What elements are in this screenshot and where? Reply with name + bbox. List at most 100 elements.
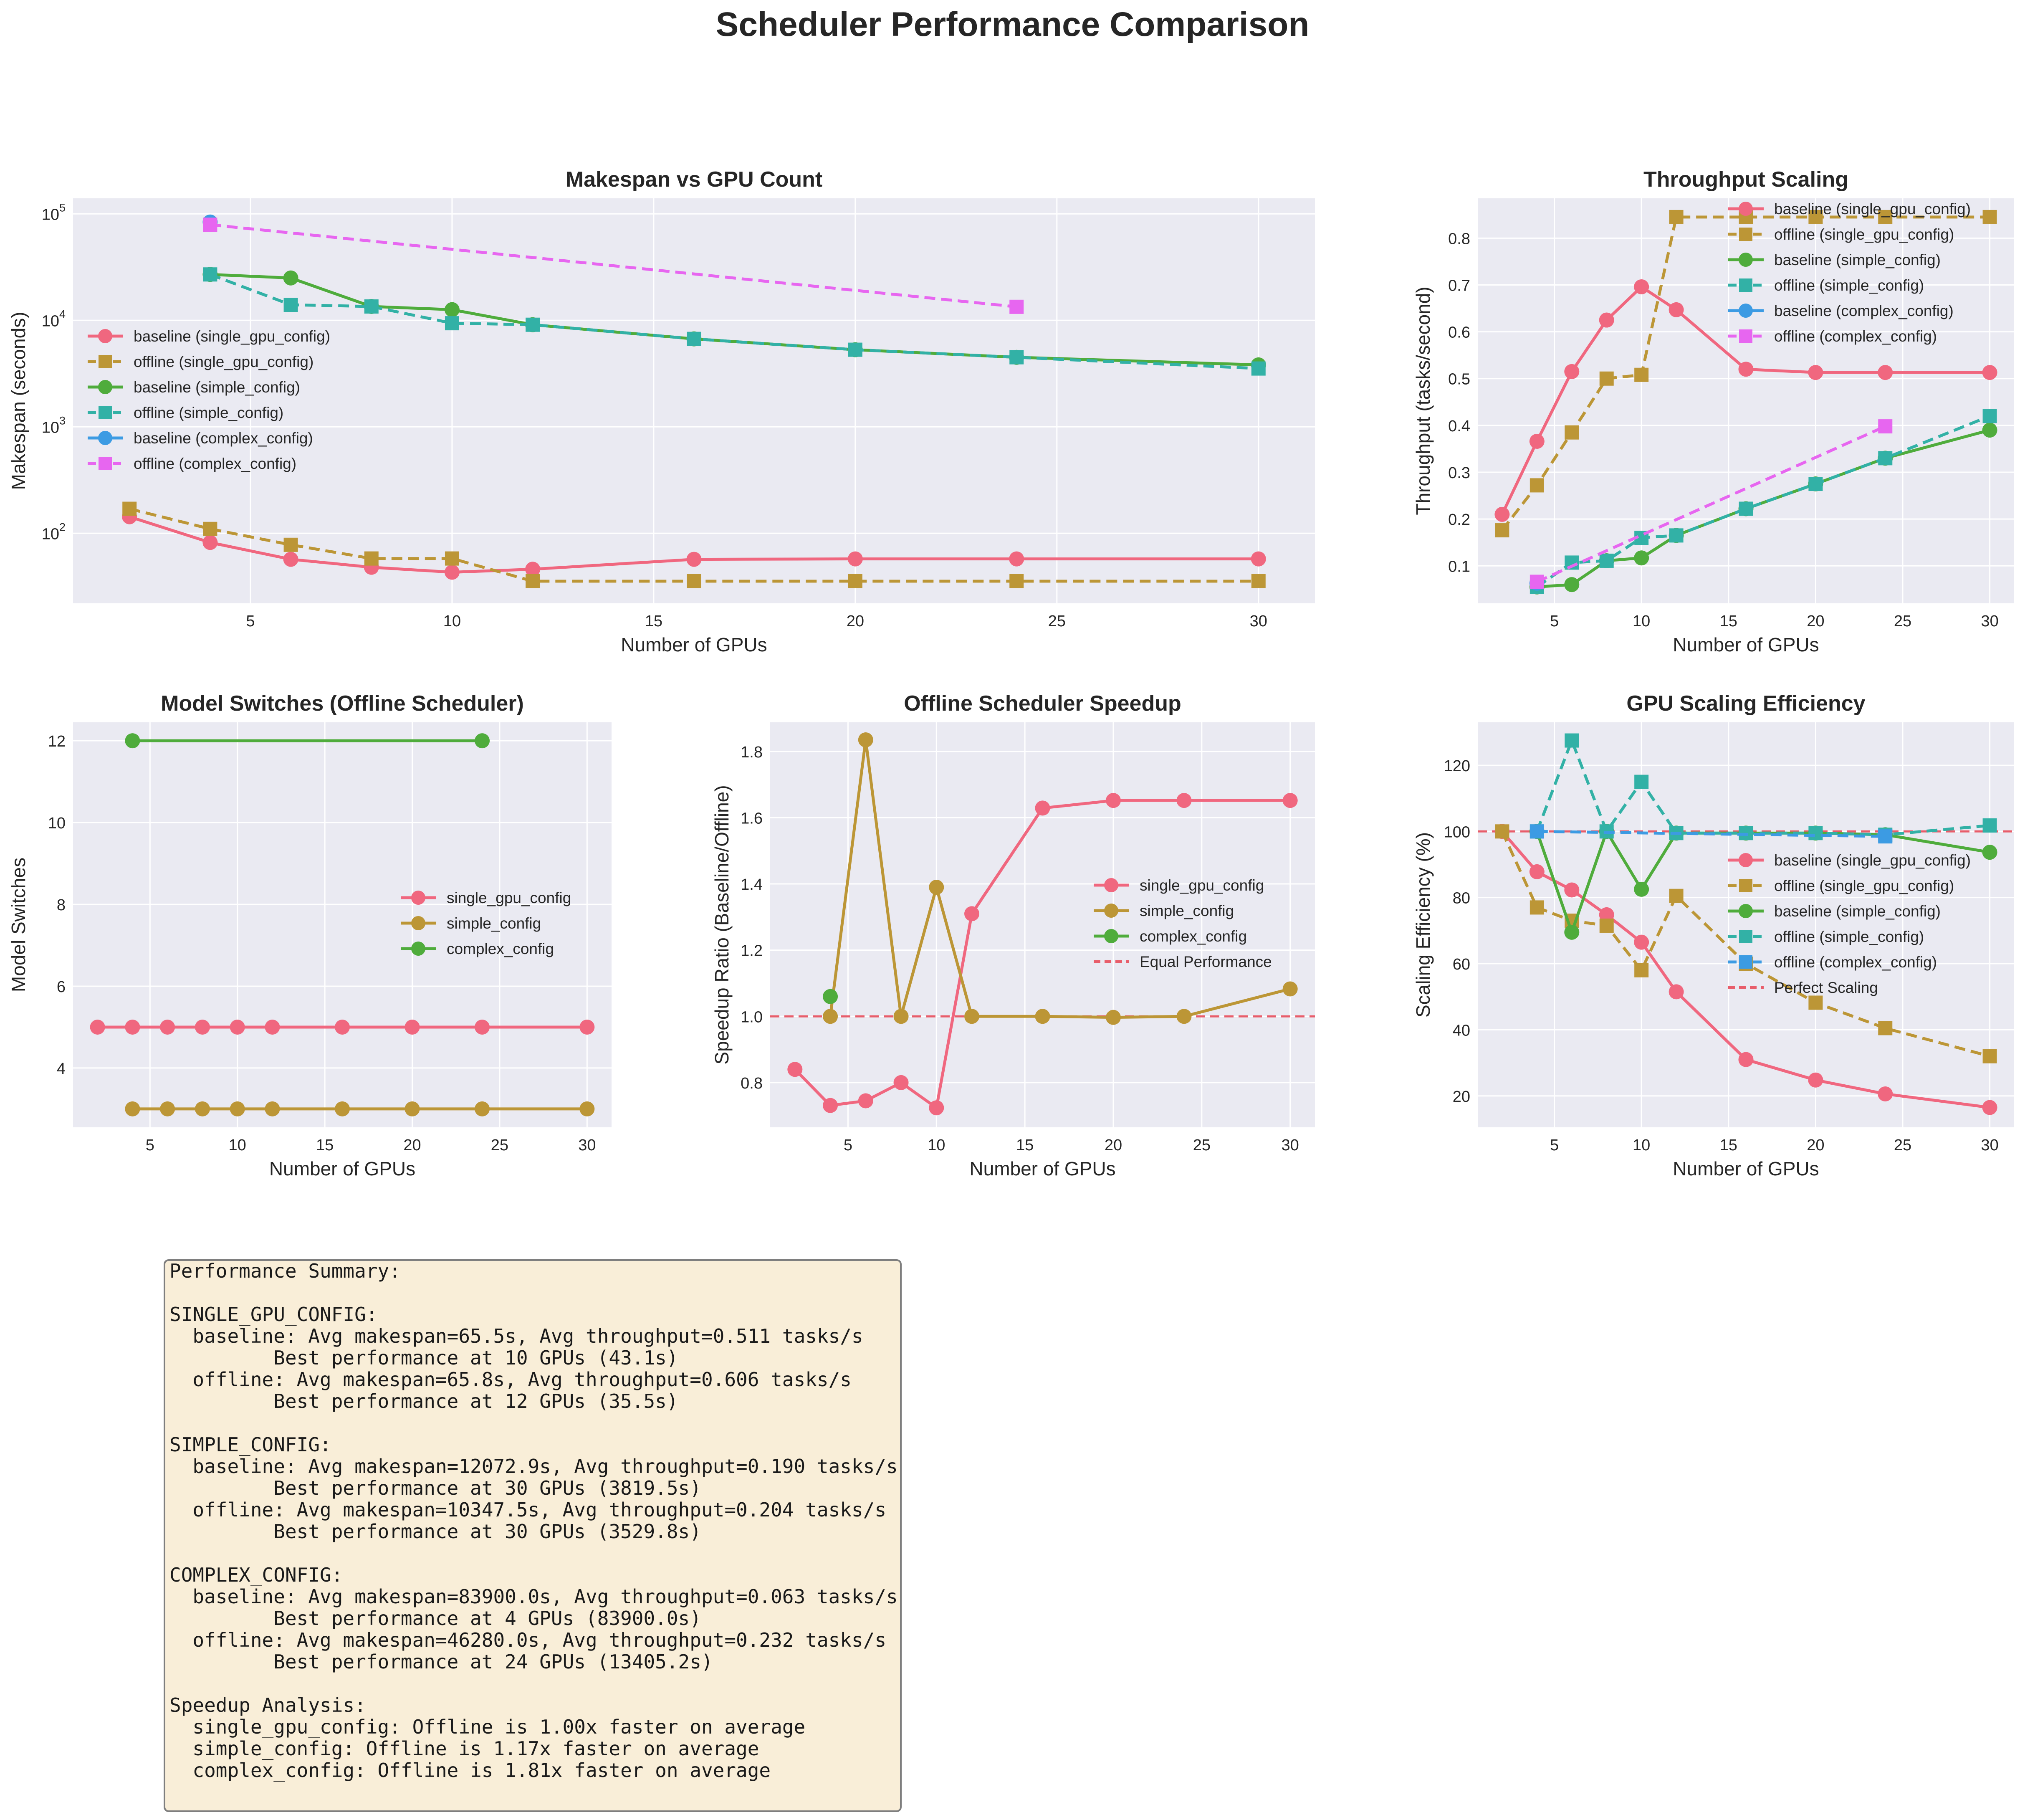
x-tick-label: 10: [443, 613, 461, 630]
legend: single_gpu_config simple_config complex_co…: [1094, 877, 1272, 970]
data-point-offline-single-gpu-config: [1251, 574, 1266, 589]
x-tick-label: 25: [1048, 613, 1066, 630]
data-point-baseline-simple-config: [1982, 423, 1997, 438]
data-point-offline-single-gpu-config: [1565, 425, 1579, 440]
data-point-baseline-single-gpu-config: [1669, 302, 1684, 317]
data-point-complex-config: [823, 989, 838, 1004]
data-point-single-gpu-config: [475, 1019, 490, 1035]
legend-label: complex_config: [447, 940, 554, 957]
data-point-single-gpu-config: [893, 1075, 909, 1090]
data-point-offline-simple-config: [848, 342, 862, 357]
y-tick-label: 100: [1444, 823, 1470, 841]
y-tick-label: 0.6: [1448, 324, 1470, 342]
data-point-baseline-single-gpu-config: [1982, 1100, 1997, 1115]
makespan-chart: 5 10 15 20 25 30 102 103 104 105 Makespan vs GPU C…: [8, 167, 1315, 656]
y-tick-label: 1.2: [741, 942, 763, 960]
data-point-simple-config: [1282, 981, 1298, 997]
data-point-baseline-single-gpu-config: [1564, 364, 1580, 379]
data-point-single-gpu-config: [265, 1019, 280, 1035]
scaling-efficiency-chart: 5 10 15 20 25 30 20 40 60 80 100 120 GPU Scaling Eff…: [1412, 691, 2014, 1180]
data-point-single-gpu-config: [160, 1019, 175, 1035]
x-tick-label: 20: [1807, 1137, 1824, 1154]
data-point-baseline-single-gpu-config: [202, 535, 218, 550]
legend-marker-offline-single-gpu-config: [99, 355, 112, 368]
x-tick-label: 15: [1720, 1137, 1737, 1154]
data-point-single-gpu-config: [787, 1062, 803, 1077]
data-point-offline-single-gpu-config: [364, 551, 379, 566]
data-point-baseline-simple-config: [1564, 924, 1580, 940]
legend-marker-complex-config: [1104, 929, 1118, 943]
legend-label: baseline (complex_config): [134, 430, 313, 447]
legend: baseline (single_gpu_config)offline (sin…: [88, 328, 330, 472]
data-point-offline-complex-config: [1878, 829, 1893, 844]
data-point-single-gpu-config: [404, 1019, 420, 1035]
series-line-offline-complex-config: [1536, 425, 1886, 583]
x-tick-label: 15: [645, 613, 662, 630]
data-point-complex-config: [125, 733, 140, 749]
data-point-offline-single-gpu-config: [1495, 824, 1509, 839]
legend-label: simple_config: [1140, 902, 1234, 919]
legend-label: baseline (single_gpu_config): [1774, 852, 1971, 869]
x-tick-label: 20: [403, 1137, 421, 1154]
x-tick-label: 30: [1250, 613, 1267, 630]
y-tick-label: 1.4: [741, 876, 763, 894]
data-point-baseline-single-gpu-config: [1251, 551, 1266, 567]
summary-box: [164, 1259, 902, 1812]
data-point-offline-complex-config: [1878, 419, 1893, 434]
data-point-complex-config: [475, 733, 490, 749]
legend-label: offline (complex_config): [1774, 954, 1937, 971]
data-point-baseline-single-gpu-config: [525, 562, 541, 577]
legend-label: single_gpu_config: [1140, 877, 1264, 894]
data-point-offline-simple-config: [526, 317, 540, 332]
data-point-baseline-single-gpu-config: [1634, 279, 1649, 294]
y-axis-label: Scaling Efficiency (%): [1412, 832, 1434, 1018]
performance-summary-text: Performance Summary: SINGLE_GPU_CONFIG: …: [169, 1260, 898, 1782]
data-point-offline-simple-config: [1565, 733, 1579, 748]
throughput-chart: 5 10 15 20 25 30 0.1 0.2 0.3 0.4 0.5 0.6 0.7 0.8 Throu…: [1412, 167, 2014, 656]
y-tick-label: 10: [48, 815, 66, 832]
legend-label: Equal Performance: [1140, 953, 1272, 970]
data-point-offline-simple-config: [445, 316, 459, 331]
y-tick-label: 0.8: [1448, 230, 1470, 248]
legend-marker-complex-config: [411, 942, 425, 956]
legend-marker-single-gpu-config: [411, 891, 425, 905]
data-point-simple-config: [1035, 1009, 1050, 1024]
y-tick-label: 103: [42, 414, 66, 436]
data-point-baseline-single-gpu-config: [1808, 1072, 1823, 1088]
x-axis-label: Number of GPUs: [969, 1158, 1115, 1180]
y-tick-label: 80: [1453, 890, 1470, 907]
legend-label: offline (single_gpu_config): [134, 353, 313, 370]
data-point-offline-simple-config: [1669, 528, 1684, 543]
data-point-offline-single-gpu-config: [848, 574, 862, 589]
data-point-simple-config: [475, 1101, 490, 1116]
data-point-single-gpu-config: [335, 1019, 350, 1035]
data-point-simple-config: [964, 1009, 980, 1024]
legend-marker-offline-complex-config: [1739, 955, 1752, 969]
legend-marker-baseline-simple-config: [98, 380, 112, 394]
data-point-baseline-simple-config: [1634, 881, 1649, 897]
data-point-offline-single-gpu-config: [1982, 210, 1997, 224]
speedup-chart: 5 10 15 20 25 30 0.8 1.0 1.2 1.4 1.6 1.8 Offline Sch…: [711, 691, 1315, 1180]
data-point-simple-config: [823, 1009, 838, 1024]
data-point-offline-single-gpu-config: [122, 501, 137, 516]
data-point-simple-config: [195, 1101, 210, 1116]
chart-title: Offline Scheduler Speedup: [904, 691, 1181, 716]
legend-label: baseline (single_gpu_config): [134, 328, 330, 345]
series-line-offline-complex-config: [1537, 830, 1886, 838]
series-line-offline-single-gpu-config: [1501, 830, 1990, 1058]
data-point-offline-complex-config: [203, 218, 217, 232]
legend-label: complex_config: [1140, 928, 1247, 945]
data-point-simple-config: [335, 1101, 350, 1116]
x-tick-label: 15: [316, 1137, 334, 1154]
data-point-baseline-single-gpu-config: [1494, 506, 1510, 522]
y-tick-label: 1.8: [741, 744, 763, 761]
series-line-offline-simple-config: [1535, 739, 1990, 836]
y-tick-label: 12: [48, 733, 66, 750]
legend-marker-offline-simple-config: [1739, 930, 1752, 943]
data-point-offline-single-gpu-config: [1982, 1049, 1997, 1063]
y-tick-label: 6: [57, 978, 66, 996]
legend-marker-offline-complex-config: [1739, 329, 1752, 343]
model-switches-chart: 5 10 15 20 25 30 4 6 8 10 12 Model Switches (Offlin…: [8, 691, 612, 1180]
data-point-offline-simple-config: [1599, 553, 1614, 568]
data-point-single-gpu-config: [579, 1019, 595, 1035]
